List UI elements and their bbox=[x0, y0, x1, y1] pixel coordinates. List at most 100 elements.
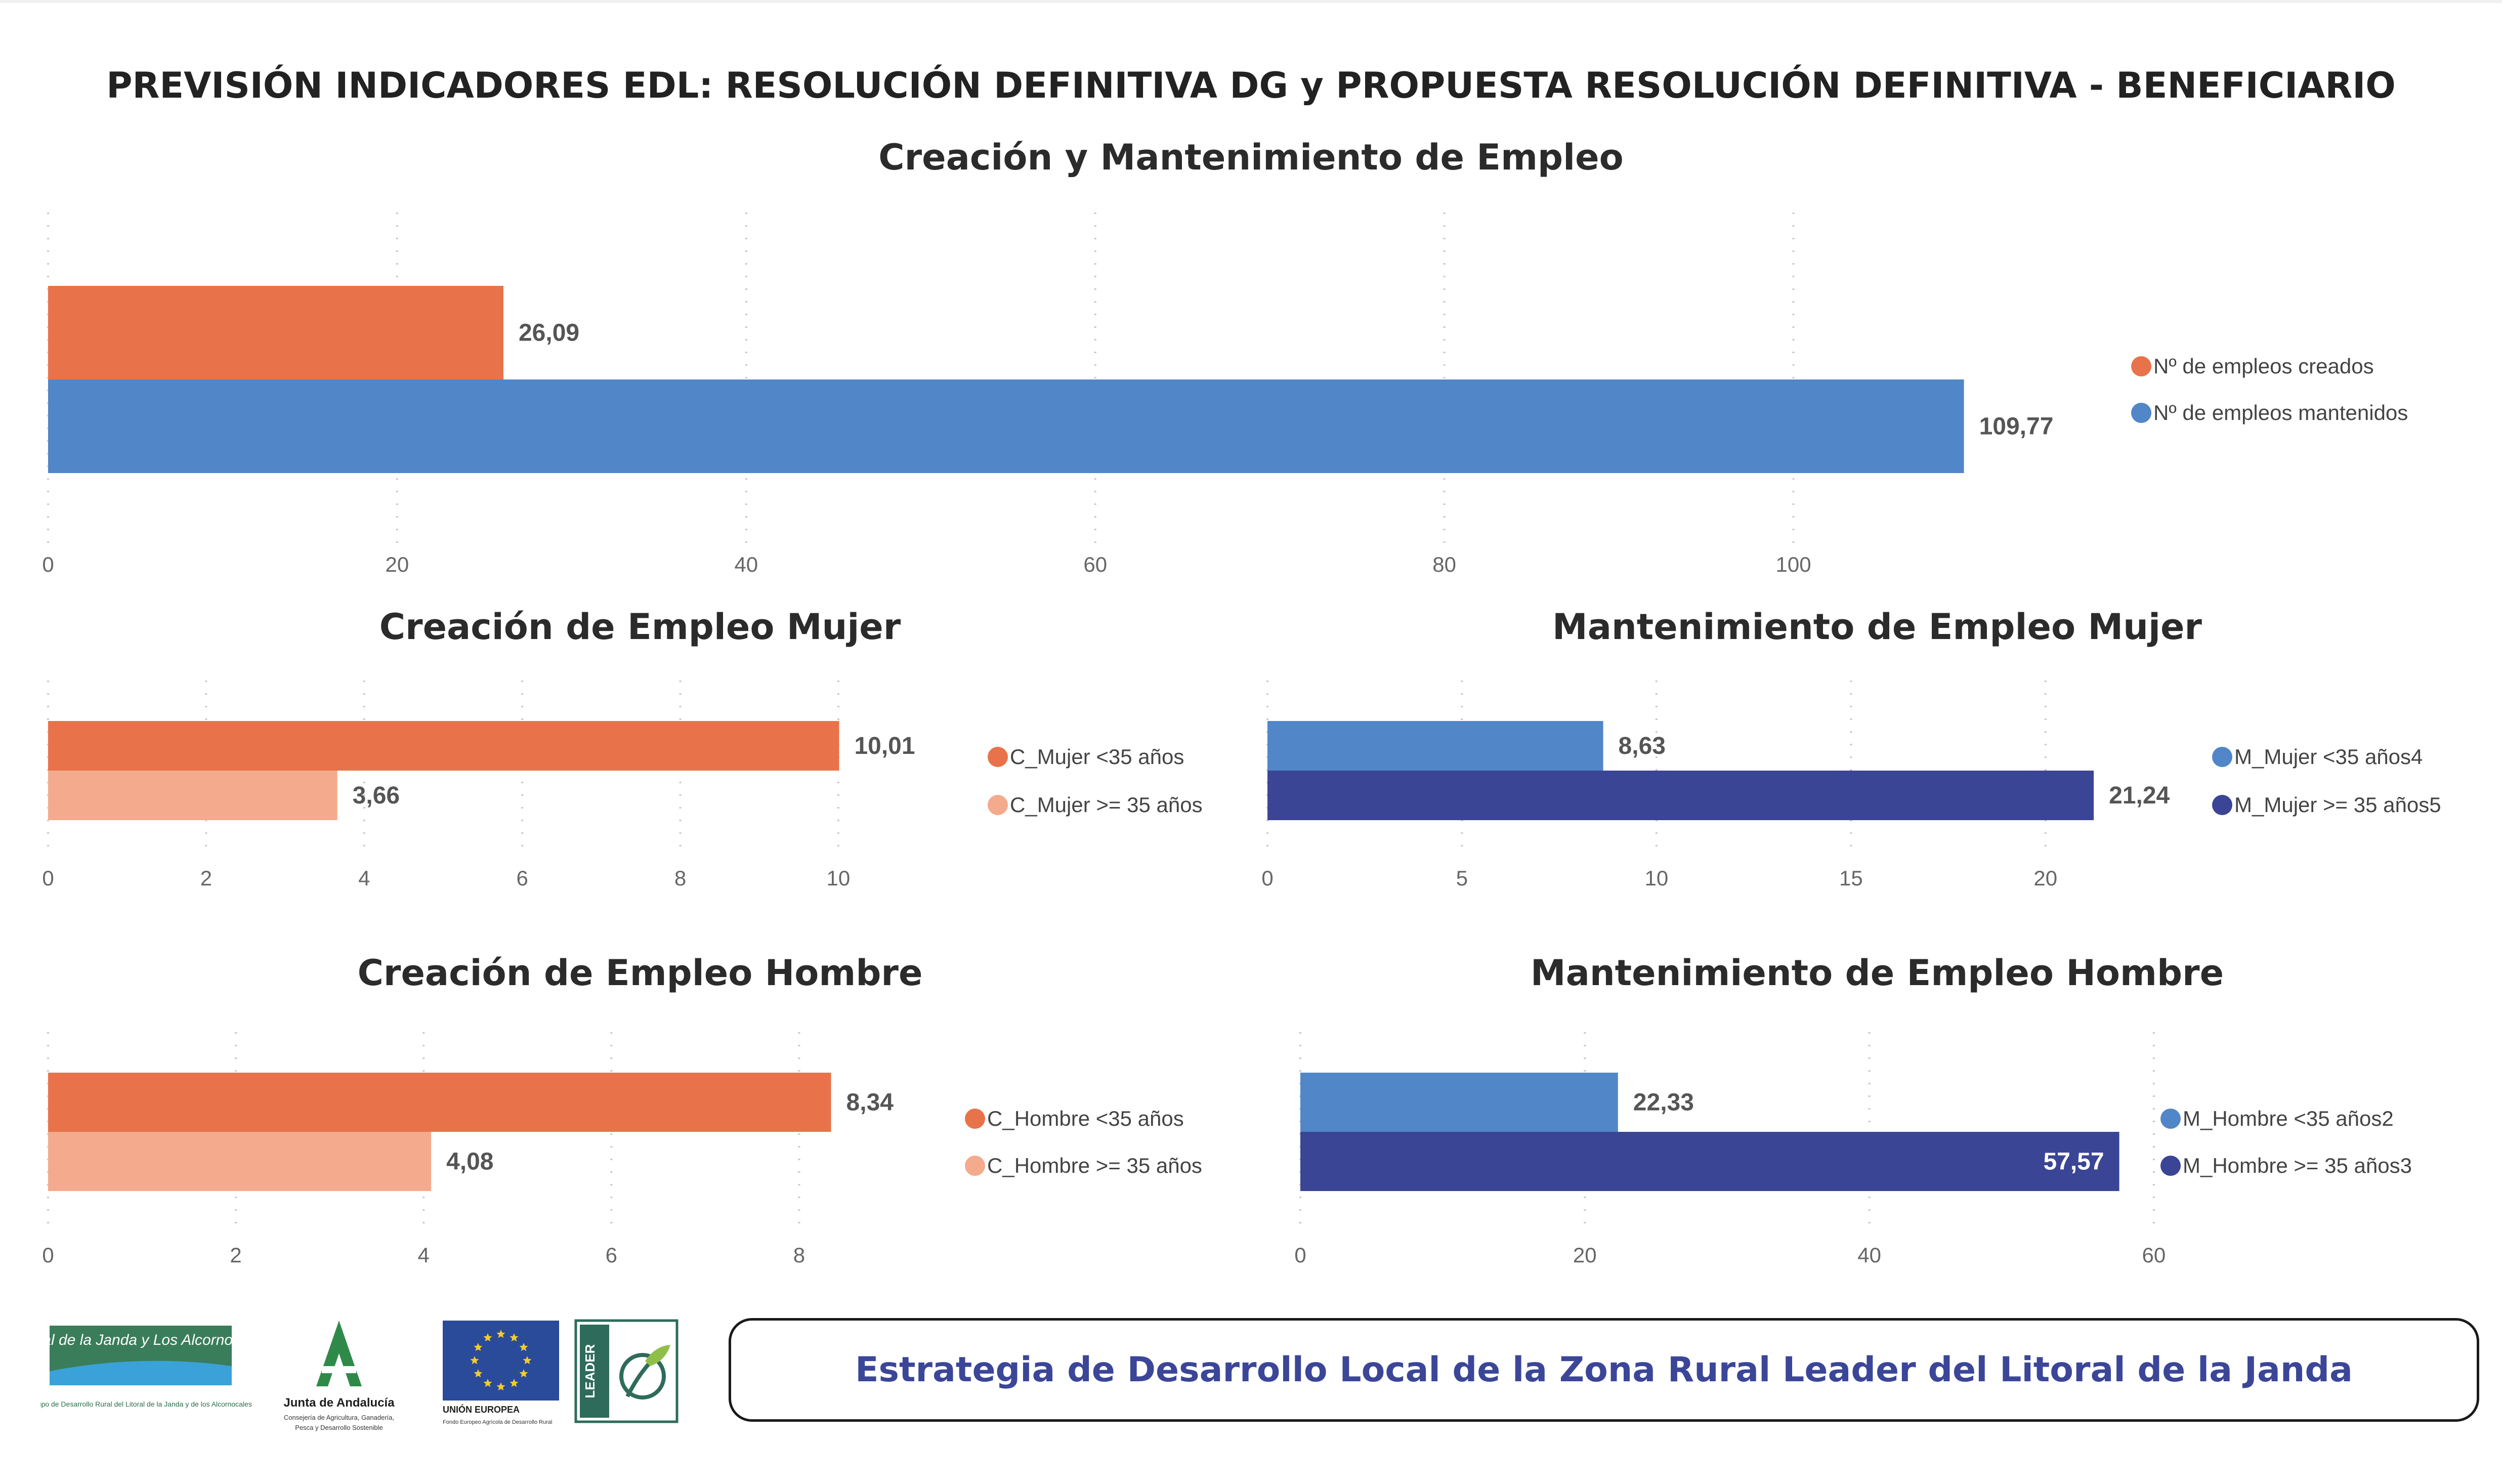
x-tick-label: 0 bbox=[1294, 1243, 1306, 1267]
x-tick-label: 0 bbox=[42, 866, 54, 890]
legend-marker bbox=[2131, 403, 2151, 423]
x-tick-label: 80 bbox=[1432, 553, 1456, 576]
legend-label: M_Mujer <35 años4 bbox=[2234, 745, 2423, 769]
x-tick-label: 40 bbox=[1857, 1243, 1881, 1267]
x-tick-label: 100 bbox=[1776, 553, 1811, 576]
chart-title-creacion-hombre: Creación de Empleo Hombre bbox=[357, 952, 923, 994]
chart-title-creacion-mujer: Creación de Empleo Mujer bbox=[379, 606, 901, 648]
data-label: 8,63 bbox=[1619, 733, 1666, 759]
legend-marker bbox=[2160, 1109, 2181, 1129]
chart-5: 0 20 40 60 22,33 M_Hombre <35 años2 57,57 M_Hom… bbox=[1294, 1032, 2412, 1267]
eu-star-icon bbox=[483, 1379, 492, 1387]
x-tick-label: 8 bbox=[793, 1243, 805, 1267]
x-tick-label: 40 bbox=[734, 553, 758, 576]
bar bbox=[48, 286, 503, 379]
eu-star-icon bbox=[496, 1330, 505, 1338]
chart-2: 0 2 4 6 8 10 10,01 C_Mujer <35 años 3,66 C_Mujer … bbox=[42, 681, 1203, 890]
legend-marker bbox=[988, 795, 1008, 815]
x-tick-label: 60 bbox=[2142, 1243, 2166, 1267]
legend-label: C_Hombre <35 años bbox=[987, 1107, 1184, 1130]
bar bbox=[48, 1073, 831, 1132]
eu-star-icon bbox=[519, 1369, 528, 1378]
x-tick-label: 4 bbox=[418, 1243, 430, 1267]
x-tick-label: 8 bbox=[674, 866, 686, 890]
data-label: 109,77 bbox=[1979, 413, 2054, 440]
data-label: 4,08 bbox=[446, 1149, 493, 1175]
legend-marker bbox=[988, 747, 1008, 767]
chart-title-empleo: Creación y Mantenimiento de Empleo bbox=[878, 137, 1624, 178]
junta-logo-subtext-2: Pesca y Desarrollo Sostenible bbox=[295, 1424, 383, 1431]
bar bbox=[1267, 721, 1603, 771]
junta-andalucia-logo: Junta de Andalucía Consejería de Agricul… bbox=[283, 1321, 395, 1431]
eu-star-icon bbox=[510, 1333, 519, 1342]
data-label: 57,57 bbox=[2043, 1149, 2104, 1175]
data-label: 8,34 bbox=[846, 1089, 894, 1116]
x-tick-label: 0 bbox=[42, 553, 54, 576]
x-tick-label: 6 bbox=[516, 866, 528, 890]
bar bbox=[1300, 1132, 2119, 1191]
eu-star-icon bbox=[519, 1343, 528, 1351]
legend-label: Nº de empleos mantenidos bbox=[2153, 401, 2408, 425]
x-tick-label: 20 bbox=[2033, 866, 2057, 890]
legend-marker bbox=[965, 1109, 985, 1129]
eu-star-icon bbox=[523, 1356, 532, 1365]
legend-marker bbox=[965, 1156, 985, 1176]
eu-logo-text: UNIÓN EUROPEA bbox=[443, 1404, 520, 1415]
legend-label: M_Hombre <35 años2 bbox=[2183, 1107, 2394, 1130]
eu-star-icon bbox=[474, 1369, 483, 1378]
chart-1: 0 20 40 60 80 100 26,09 Nº de empleos creados 10… bbox=[42, 213, 2408, 576]
strategy-banner: Estrategia de Desarrollo Local de la Zon… bbox=[729, 1318, 2479, 1422]
legend-marker bbox=[2160, 1156, 2181, 1176]
gdr-logo-text: Litoral de la Janda y Los Alcornocales bbox=[40, 1332, 268, 1348]
bar bbox=[1267, 771, 2094, 820]
gdr-logo-subtext: Grupo de Desarrollo Rural del Litoral de… bbox=[40, 1400, 252, 1408]
data-label: 3,66 bbox=[353, 782, 400, 809]
eu-stars-icon bbox=[470, 1330, 532, 1391]
chart-title-mantenimiento-hombre: Mantenimiento de Empleo Hombre bbox=[1530, 952, 2224, 994]
eu-flag-logo: UNIÓN EUROPEA Fondo Europeo Agrícola de … bbox=[443, 1321, 559, 1425]
legend-label: M_Hombre >= 35 años3 bbox=[2183, 1154, 2412, 1177]
x-tick-label: 4 bbox=[358, 866, 370, 890]
gdr-logo: Litoral de la Janda y Los Alcornocales G… bbox=[13, 1326, 268, 1408]
strategy-banner-text: Estrategia de Desarrollo Local de la Zon… bbox=[855, 1350, 2353, 1390]
bar bbox=[48, 771, 337, 820]
bar bbox=[48, 379, 1964, 473]
eu-star-icon bbox=[474, 1343, 483, 1351]
eu-star-icon bbox=[483, 1333, 492, 1342]
x-tick-label: 20 bbox=[386, 553, 409, 576]
legend-marker bbox=[2131, 356, 2151, 376]
data-label: 10,01 bbox=[854, 733, 915, 759]
eu-logo-subtext: Fondo Europeo Agrícola de Desarrollo Rur… bbox=[443, 1419, 552, 1425]
page-title: PREVISIÓN INDICADORES EDL: RESOLUCIÓN DE… bbox=[106, 65, 2396, 106]
x-tick-label: 5 bbox=[1456, 866, 1468, 890]
x-tick-label: 10 bbox=[827, 866, 851, 890]
x-tick-label: 0 bbox=[1261, 866, 1273, 890]
legend-marker bbox=[2212, 795, 2232, 815]
legend-label: C_Hombre >= 35 años bbox=[987, 1154, 1202, 1177]
bar bbox=[48, 721, 839, 771]
x-tick-label: 15 bbox=[1839, 866, 1863, 890]
eu-star-icon bbox=[496, 1382, 505, 1391]
eu-star-icon bbox=[510, 1379, 519, 1387]
bar bbox=[48, 1132, 432, 1191]
legend-label: C_Mujer <35 años bbox=[1010, 745, 1184, 769]
legend-label: Nº de empleos creados bbox=[2153, 354, 2374, 378]
data-label: 26,09 bbox=[519, 320, 579, 347]
x-tick-label: 60 bbox=[1083, 553, 1107, 576]
x-tick-label: 10 bbox=[1645, 866, 1669, 890]
chart-4: 0 2 4 6 8 8,34 C_Hombre <35 años 4,08 C_Hombre >… bbox=[42, 1032, 1202, 1267]
x-tick-label: 0 bbox=[42, 1243, 54, 1267]
leader-logo-text: LEADER bbox=[582, 1344, 598, 1398]
data-label: 22,33 bbox=[1633, 1089, 1694, 1116]
top-divider bbox=[0, 0, 2502, 3]
junta-logo-subtext-1: Consejería de Agricultura, Ganadería, bbox=[284, 1414, 394, 1421]
x-tick-label: 2 bbox=[200, 866, 212, 890]
bar bbox=[1300, 1073, 1618, 1132]
junta-logo-text: Junta de Andalucía bbox=[283, 1396, 395, 1410]
x-tick-label: 20 bbox=[1573, 1243, 1597, 1267]
eu-star-icon bbox=[470, 1356, 479, 1365]
data-label: 21,24 bbox=[2109, 782, 2170, 809]
x-tick-label: 6 bbox=[606, 1243, 617, 1267]
legend-label: C_Mujer >= 35 años bbox=[1010, 793, 1203, 817]
